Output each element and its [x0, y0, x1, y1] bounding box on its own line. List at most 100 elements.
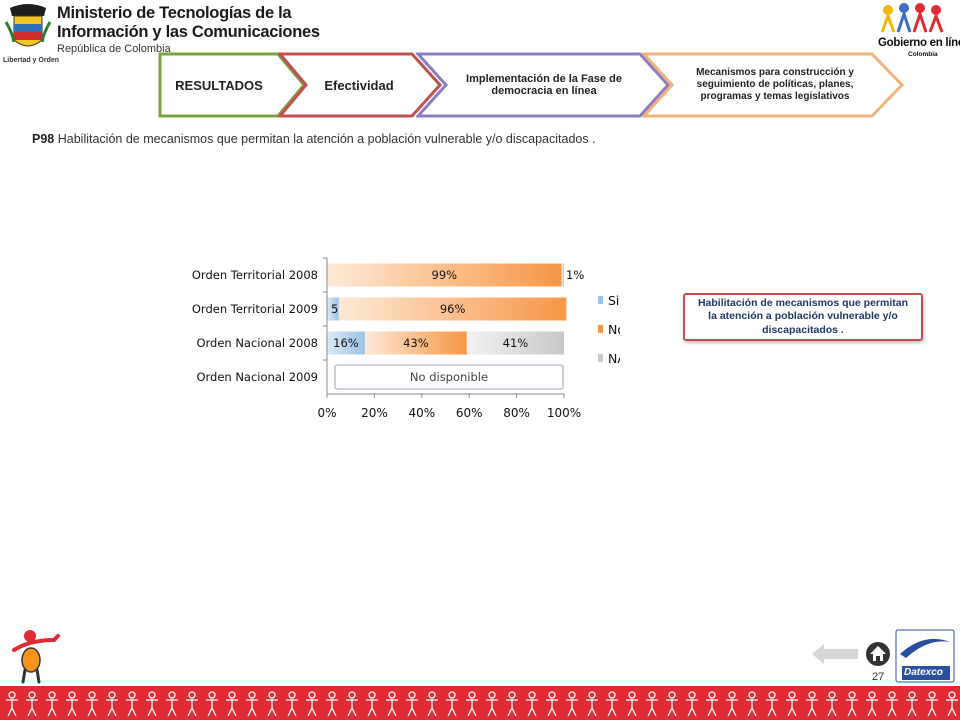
footer-figure-head [848, 691, 856, 699]
footer-figure-head [948, 691, 956, 699]
footer-figure-body [686, 699, 698, 717]
footer-figure-head [48, 691, 56, 699]
footer-figure-head [928, 691, 936, 699]
footer-figure-head [828, 691, 836, 699]
person-logo-icon [10, 628, 64, 684]
bar-no [364, 331, 467, 355]
footer-figure-head [468, 691, 476, 699]
footer-figure-body [706, 699, 718, 717]
footer-figure-body [606, 699, 618, 717]
data-label: 43% [403, 336, 429, 350]
footer-figure-body [406, 699, 418, 717]
footer-figure-body [946, 699, 958, 717]
legend-swatch-si [598, 296, 603, 304]
chevron-efectividad[interactable] [278, 52, 444, 118]
footer-figure-head [228, 691, 236, 699]
footer-figure-body [66, 699, 78, 717]
footer-figure-head [608, 691, 616, 699]
ministry-title-line1: Ministerio de Tecnologías de la [57, 4, 292, 22]
footer-figure-body [866, 699, 878, 717]
footer-figure-body [846, 699, 858, 717]
nav-step-efectividad[interactable]: Efectividad [324, 77, 394, 93]
y-category-label: Orden Territorial 2008 [192, 268, 318, 282]
data-label: 1% [566, 268, 584, 282]
x-tick-label: 80% [503, 406, 530, 420]
gobierno-en-linea-logo: Gobierno en línea Colombia [874, 2, 960, 62]
footer-figure-head [568, 691, 576, 699]
footer-figure-body [246, 699, 258, 717]
footer-figure-body [286, 699, 298, 717]
footer-figure-body [586, 699, 598, 717]
legend-swatch-no [598, 325, 603, 333]
chart-callout: Habilitación de mecanismos que permitan … [683, 293, 923, 341]
footer-figure-head [508, 691, 516, 699]
nav-step-mecanismos[interactable]: Mecanismos para construcción y seguimien… [696, 67, 854, 102]
footer-figure-body [486, 699, 498, 717]
footer-figure-head [548, 691, 556, 699]
x-tick-label: 100% [547, 406, 581, 420]
footer-figure-body [346, 699, 358, 717]
footer-figure-body [446, 699, 458, 717]
footer-figure-head [8, 691, 16, 699]
footer-band [0, 686, 960, 720]
footer-figure-body [126, 699, 138, 717]
footer-figure-body [6, 699, 18, 717]
footer-figure-head [68, 691, 76, 699]
footer-figure-body [146, 699, 158, 717]
footer-figure-body [306, 699, 318, 717]
page-number: 27 [872, 671, 885, 683]
footer-figure-body [466, 699, 478, 717]
footer-figure-head [328, 691, 336, 699]
footer-figure-body [646, 699, 658, 717]
footer-figure-body [266, 699, 278, 717]
footer-figure-head [348, 691, 356, 699]
footer-figure-head [368, 691, 376, 699]
ministry-subtitle: República de Colombia [57, 43, 171, 55]
chevron-resultados[interactable] [158, 52, 308, 118]
footer-figure-body [526, 699, 538, 717]
footer-figure-body [86, 699, 98, 717]
footer-figure-body [826, 699, 838, 717]
ministry-crest [4, 2, 52, 62]
footer-figure-body [746, 699, 758, 717]
legend-label-no: No [608, 322, 620, 337]
footer-figure-head [408, 691, 416, 699]
footer-figure-head [708, 691, 716, 699]
bar-no [327, 263, 562, 287]
footer-figure-head [748, 691, 756, 699]
footer-figure-head [428, 691, 436, 699]
footer-figure-body [166, 699, 178, 717]
back-arrow-icon[interactable] [812, 644, 858, 664]
footer-figure-body [786, 699, 798, 717]
data-label: 99% [432, 268, 458, 282]
home-icon[interactable] [865, 640, 891, 668]
footer-figure-body [366, 699, 378, 717]
footer-figure-head [288, 691, 296, 699]
x-tick-label: 60% [456, 406, 483, 420]
footer-figure-head [768, 691, 776, 699]
footer-figure-body [806, 699, 818, 717]
chevron-mecanismos[interactable] [642, 52, 906, 118]
footer-figure-body [426, 699, 438, 717]
nav-step-implementacion[interactable]: Implementación de la Fase de democracia … [466, 73, 622, 97]
gel-logo-text: Gobierno en línea [878, 37, 960, 49]
footer-figure-body [206, 699, 218, 717]
legend-label-si: Si [608, 293, 619, 308]
footer-figure-body [46, 699, 58, 717]
question-code: P98 [32, 132, 55, 146]
stacked-bar-chart: 99%1%5%96%16%43%41% 0%20%40%60%80%100%Or… [192, 257, 620, 420]
datexco-logo: Datexco [894, 628, 956, 684]
bar-na [561, 263, 564, 287]
footer-figure-head [168, 691, 176, 699]
nav-step-resultados[interactable]: RESULTADOS [175, 77, 263, 93]
footer-figure-body [766, 699, 778, 717]
bar-na [466, 331, 564, 355]
footer-figure-head [308, 691, 316, 699]
chevron-implementacion[interactable] [416, 52, 672, 118]
footer-figure-body [186, 699, 198, 717]
footer-figure-head [788, 691, 796, 699]
footer-figure-head [108, 691, 116, 699]
data-label: 96% [440, 302, 466, 316]
footer-figure-head [628, 691, 636, 699]
footer-figure-head [248, 691, 256, 699]
